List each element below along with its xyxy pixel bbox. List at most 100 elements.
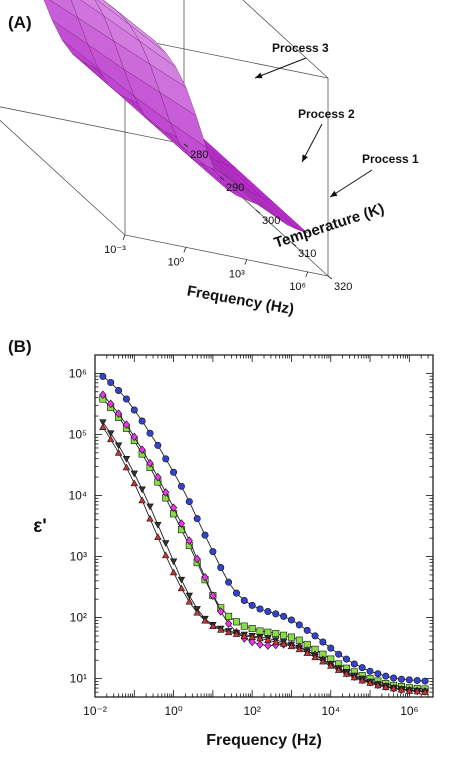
data-point	[185, 536, 193, 545]
data-point	[280, 631, 288, 639]
y-tick-label: 280	[190, 149, 208, 161]
data-point	[177, 519, 186, 528]
data-point	[225, 578, 233, 586]
data-point	[232, 589, 240, 597]
box-edge	[0, 119, 126, 236]
data-point	[287, 642, 296, 650]
data-point	[185, 592, 194, 600]
data-point	[170, 468, 178, 476]
x-tick	[122, 234, 126, 241]
data-point	[217, 607, 225, 616]
data-point	[162, 488, 170, 497]
data-point	[389, 684, 398, 692]
data-point	[177, 584, 186, 592]
y-axis-label: ε'	[33, 516, 47, 537]
data-point	[122, 463, 131, 471]
data-point	[225, 619, 233, 628]
annotation-label: Process 3	[272, 41, 329, 55]
data-point	[295, 645, 304, 653]
data-point	[177, 576, 186, 584]
data-point	[154, 521, 162, 529]
panel-b-line-plot: (B) 10⁻² 10⁰ 10² 10⁴ 10⁶ 10¹ 10² 10³ 10⁴ 10⁵ 10⁶ Fr…	[8, 337, 434, 749]
data-point	[327, 661, 335, 669]
data-point	[193, 515, 201, 523]
data-point	[248, 601, 256, 609]
data-point	[327, 644, 335, 652]
data-point	[99, 419, 107, 427]
data-point	[162, 540, 170, 547]
x-tick-label: 10⁴	[321, 704, 340, 718]
data-point	[99, 390, 107, 400]
data-point	[350, 660, 358, 668]
data-point	[358, 664, 366, 672]
data-point	[154, 472, 162, 482]
box-edge	[124, 36, 329, 79]
data-point	[138, 496, 146, 504]
data-point	[130, 470, 139, 478]
data-point	[201, 573, 209, 582]
data-point	[185, 498, 193, 506]
data-point	[122, 420, 131, 429]
data-point	[99, 423, 107, 430]
data-point	[201, 616, 209, 624]
data-point	[232, 630, 241, 637]
y-tick-label: 300	[262, 215, 280, 227]
data-point	[146, 458, 154, 468]
data-point	[382, 672, 390, 680]
data-point	[193, 608, 201, 616]
data-point	[358, 676, 366, 684]
data-point	[162, 551, 170, 559]
box-edge	[0, 106, 185, 145]
data-point	[280, 612, 288, 620]
data-point	[295, 621, 303, 629]
data-point	[311, 632, 319, 640]
x-tick-label: 10⁰	[168, 256, 185, 268]
series-1	[99, 395, 429, 693]
data-point	[366, 667, 374, 675]
data-point	[319, 657, 327, 665]
data-point	[295, 636, 303, 644]
x-tick-label: 10⁻³	[104, 244, 126, 256]
data-point	[177, 482, 185, 490]
y-tick	[255, 209, 261, 214]
data-point	[374, 670, 382, 678]
box-edge	[242, 0, 329, 79]
data-point	[264, 628, 272, 636]
annotation-arrow-head	[302, 154, 308, 162]
data-point	[335, 650, 343, 658]
data-point	[114, 409, 123, 418]
y-tick-label: 10⁵	[69, 427, 87, 441]
data-point	[413, 676, 421, 684]
data-point	[209, 622, 217, 629]
data-point	[169, 568, 178, 576]
panel-a-label: (A)	[8, 13, 32, 32]
data-point	[185, 597, 194, 605]
data-point	[154, 441, 162, 449]
x-tick-label: 10⁰	[164, 704, 182, 718]
data-point	[193, 554, 201, 564]
y-tick	[183, 143, 189, 148]
data-point	[287, 633, 295, 641]
data-point	[303, 649, 311, 656]
data-point	[256, 605, 264, 613]
data-point	[122, 455, 131, 463]
y-tick-label: 10⁴	[68, 488, 87, 502]
data-point	[272, 638, 280, 645]
data-point	[114, 448, 123, 456]
data-point	[130, 479, 139, 487]
data-point	[115, 386, 123, 394]
box-edge	[124, 234, 329, 277]
data-point	[264, 641, 272, 650]
data-point	[130, 406, 138, 414]
x-tick-label: 10⁶	[400, 704, 418, 718]
y-tick-label: 10⁶	[69, 366, 87, 380]
data-point	[99, 372, 107, 380]
data-point	[319, 638, 327, 646]
y-tick-label: 310	[298, 248, 316, 260]
data-point	[248, 625, 256, 633]
data-point	[382, 683, 390, 691]
data-point	[107, 435, 115, 443]
data-point	[303, 626, 311, 634]
annotation-arrow-line	[301, 123, 323, 163]
